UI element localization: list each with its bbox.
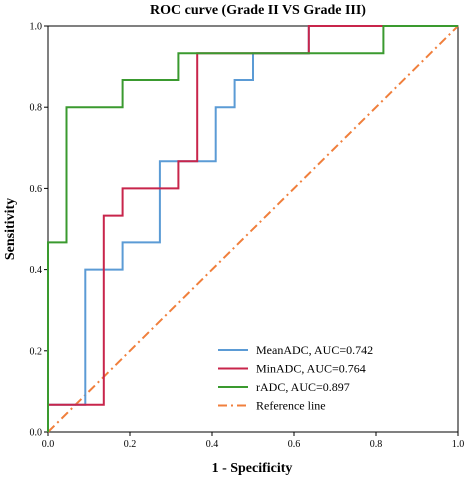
plot-frame <box>47 25 459 433</box>
y-tick-label: 0.2 <box>30 346 43 357</box>
x-tick-label: 0.8 <box>370 439 383 450</box>
legend-label-2: rADC, AUC=0.897 <box>256 380 350 394</box>
x-tick-label: 0.6 <box>288 439 301 450</box>
legend-label-1: MinADC, AUC=0.764 <box>256 362 366 376</box>
legend: MeanADC, AUC=0.742 MinADC, AUC=0.764 rADC,… <box>218 343 373 413</box>
x-tick-label: 0.4 <box>206 439 219 450</box>
legend-label-0: MeanADC, AUC=0.742 <box>256 343 373 357</box>
axes-layer: 0.0 0.2 0.4 0.6 0.8 1.0 0.0 0.2 0.4 0.6 0.8 1.0 <box>30 22 465 451</box>
series-layer <box>47 25 459 433</box>
y-tick-label: 0.0 <box>30 428 43 439</box>
x-axis-title: 1 - Specificity <box>212 461 293 476</box>
legend-label-3: Reference line <box>256 399 326 413</box>
chart-title: ROC curve (Grade II VS Grade III) <box>150 3 366 18</box>
series-line-3 <box>47 25 459 433</box>
y-tick-label: 0.8 <box>30 103 43 114</box>
series-line-2 <box>47 25 458 432</box>
x-tick-label: 0.0 <box>42 439 55 450</box>
y-tick-label: 0.6 <box>30 184 43 195</box>
y-axis-title: Sensitivity <box>3 198 18 260</box>
y-tick-label: 1.0 <box>30 22 43 33</box>
y-tick-label: 0.4 <box>30 265 43 276</box>
x-tick-label: 0.2 <box>124 439 137 450</box>
x-tick-label: 1.0 <box>452 439 465 450</box>
